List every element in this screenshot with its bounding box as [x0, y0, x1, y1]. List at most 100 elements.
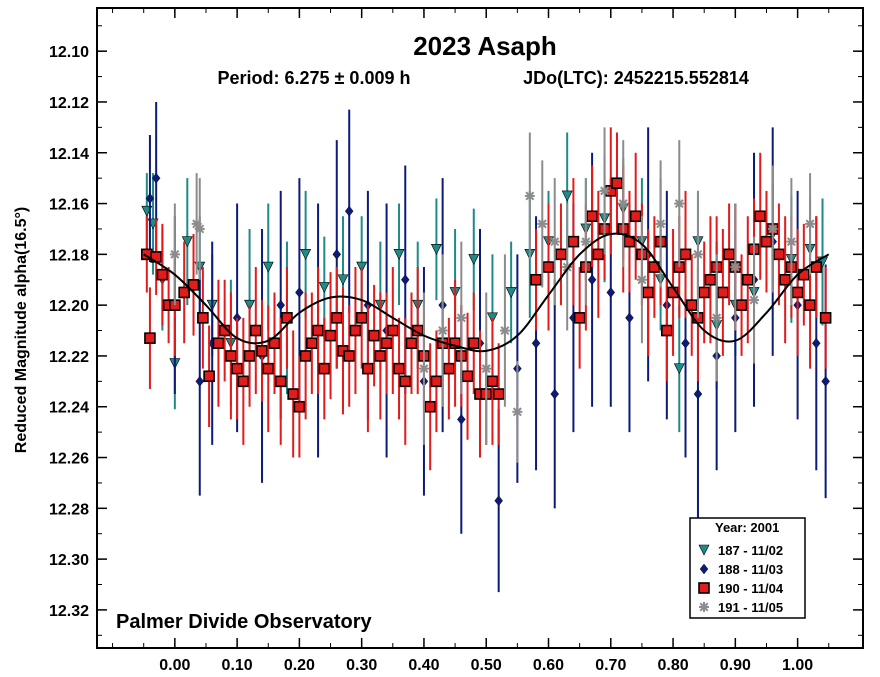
data-point: [268, 337, 281, 350]
data-point: [512, 406, 523, 417]
data-point: [393, 249, 405, 261]
legend-marker: [699, 563, 709, 575]
plot-frame: [96, 7, 864, 649]
y-tick-label: 12.24: [49, 400, 89, 417]
data-point: [642, 286, 654, 299]
y-tick-label: 12.12: [49, 95, 89, 112]
data-point: [287, 388, 299, 400]
x-tick-label: 0.80: [657, 657, 688, 674]
y-tick-label: 12.22: [49, 349, 89, 366]
data-point: [805, 218, 816, 229]
data-point: [178, 286, 190, 299]
data-point: [693, 388, 703, 400]
data-point: [293, 400, 306, 413]
data-point: [332, 249, 342, 260]
data-point: [295, 287, 304, 298]
legend-label: 191 - 11/05: [718, 600, 783, 615]
data-point: [674, 198, 685, 209]
chart-title: 2023 Asaph: [413, 31, 557, 61]
y-axis-label: Reduced Magnitude alpha(16.5°): [13, 207, 30, 453]
data-point: [468, 254, 480, 266]
data-point: [169, 249, 180, 260]
legend-label: 190 - 11/04: [718, 581, 784, 596]
data-point: [681, 337, 690, 349]
data-point: [437, 325, 448, 336]
legend-title: Year: 2001: [715, 520, 779, 535]
y-tick-label: 12.18: [49, 247, 89, 264]
legend-entry: 187 - 11/02: [698, 543, 783, 558]
fit-curve: [143, 232, 830, 353]
y-tick-label: 12.20: [49, 298, 89, 315]
data-point: [611, 177, 623, 190]
data-point: [349, 324, 362, 337]
data-point: [592, 248, 605, 261]
y-tick-label: 12.28: [49, 501, 89, 518]
x-tick-label: 0.30: [346, 657, 377, 674]
data-point: [344, 205, 354, 217]
data-point: [144, 332, 156, 344]
data-point: [237, 375, 250, 388]
data-point: [542, 261, 555, 273]
data-point: [405, 337, 418, 350]
data-point: [457, 414, 466, 425]
data-point: [537, 218, 548, 229]
x-tick-label: 0.90: [720, 657, 751, 674]
x-tick-label: 0.00: [159, 657, 190, 674]
data-point: [467, 337, 480, 350]
y-tick-label: 12.30: [49, 552, 89, 569]
data-point: [773, 248, 785, 261]
legend-box: [689, 517, 806, 619]
data-point: [387, 324, 399, 337]
chart-subtitle-period: Period: 6.275 ± 0.009 h: [218, 68, 411, 88]
data-point: [281, 312, 293, 324]
data-point: [262, 261, 274, 273]
data-point: [698, 286, 710, 299]
data-point: [499, 325, 510, 336]
data-point: [791, 286, 804, 299]
data-point: [717, 286, 729, 299]
x-tick-label: 1.00: [782, 657, 813, 674]
legend: Year: 2001 187 - 11/02 188 - 11/03 190 - 1…: [689, 517, 806, 619]
data-point: [256, 345, 268, 357]
data-point: [711, 312, 722, 323]
data-point: [655, 218, 666, 229]
data-point: [618, 198, 629, 209]
x-tick-label: 0.40: [408, 657, 439, 674]
data-point: [187, 279, 200, 291]
data-point: [561, 190, 573, 202]
legend-marker: [698, 582, 710, 594]
data-point: [549, 236, 560, 247]
data-point: [567, 235, 580, 248]
data-point: [276, 299, 285, 311]
data-point: [573, 312, 586, 324]
data-point: [767, 223, 778, 234]
data-point: [330, 312, 343, 324]
data-point: [481, 363, 492, 374]
y-tick-label: 12.26: [49, 451, 89, 468]
data-point: [393, 362, 405, 375]
data-point: [430, 375, 443, 388]
data-point: [749, 295, 760, 306]
data-point: [494, 495, 503, 507]
data-point: [156, 268, 169, 281]
data-point: [821, 376, 830, 387]
data-point: [231, 362, 243, 375]
data-point: [374, 350, 387, 362]
x-tick-label: 0.20: [284, 657, 315, 674]
y-tick-label: 12.14: [49, 146, 89, 163]
x-tick-label: 0.50: [471, 657, 502, 674]
data-point: [530, 273, 542, 286]
data-point: [449, 337, 461, 350]
legend-label: 187 - 11/02: [718, 543, 783, 558]
data-layer: [141, 101, 832, 593]
data-point: [225, 350, 237, 362]
data-point: [636, 274, 647, 285]
y-tick-label: 12.10: [49, 44, 89, 61]
y-tick-label: 12.32: [49, 603, 89, 620]
data-point: [625, 312, 634, 324]
x-tick-label: 0.60: [533, 657, 564, 674]
legend-entry: 190 - 11/04: [698, 581, 784, 596]
data-point: [312, 324, 324, 337]
data-point: [424, 400, 436, 413]
